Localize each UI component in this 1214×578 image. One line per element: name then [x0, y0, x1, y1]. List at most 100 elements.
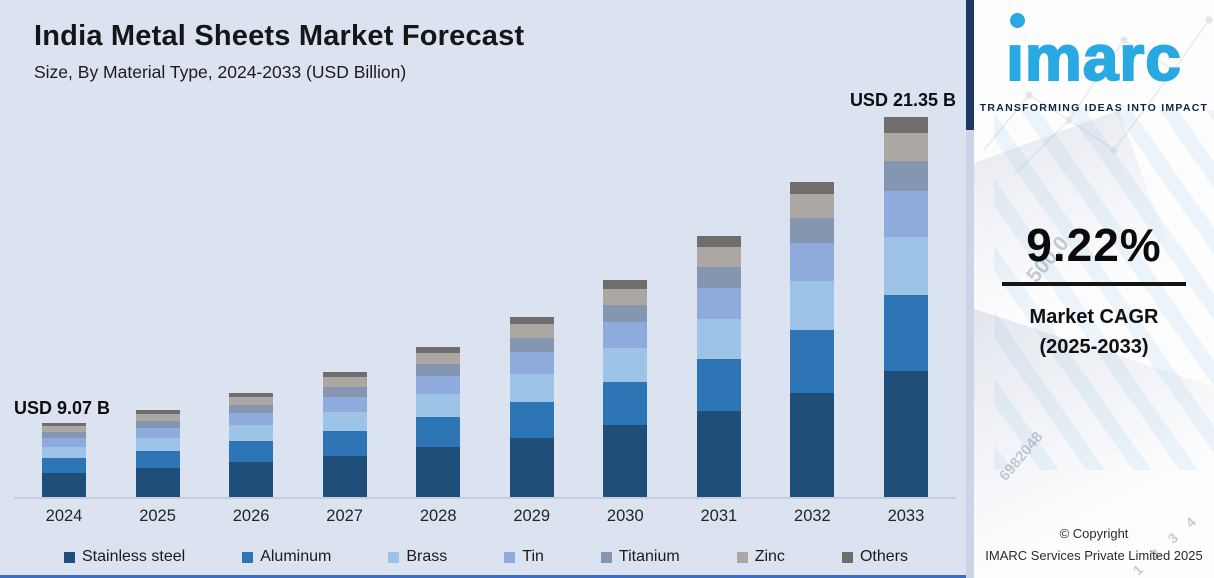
bar-segment-stainless-steel-2033	[883, 371, 928, 497]
bar-segment-aluminum-2028	[416, 417, 461, 447]
bar-segment-brass-2027	[322, 412, 367, 431]
bar-segment-titanium-2031	[696, 267, 741, 288]
x-axis-label-2030: 2030	[606, 507, 644, 525]
bar-segment-others-2032	[790, 182, 835, 194]
bar-segment-stainless-steel-2030	[603, 425, 648, 497]
legend-item-aluminum: Aluminum	[242, 548, 331, 566]
bar-segment-others-2025	[135, 410, 180, 414]
legend-swatch-icon	[600, 551, 612, 563]
bar-segment-aluminum-2029	[509, 402, 554, 438]
x-axis-label-2031: 2031	[700, 507, 738, 525]
bar-segment-aluminum-2031	[696, 359, 741, 411]
bar-segment-tin-2033	[883, 191, 928, 237]
bar-segment-stainless-steel-2025	[135, 468, 180, 497]
x-axis-label-2025: 2025	[139, 507, 176, 525]
bar-segment-others-2024	[42, 423, 86, 426]
bar-segment-brass-2032	[790, 281, 835, 330]
legend-item-titanium: Titanium	[600, 548, 680, 566]
bar-segment-others-2033	[883, 117, 928, 133]
legend-item-tin: Tin	[504, 548, 544, 566]
x-axis-label-2026: 2026	[232, 507, 270, 525]
bar-segment-stainless-steel-2026	[229, 462, 274, 497]
bar-group-2032: 2032	[768, 117, 856, 525]
x-axis-label-2027: 2027	[326, 507, 363, 525]
bar-segment-stainless-steel-2031	[696, 411, 741, 497]
bar-segment-zinc-2032	[790, 194, 835, 218]
bar-group-2028: 2028	[394, 117, 482, 525]
legend-label: Others	[859, 548, 908, 565]
bar-segment-stainless-steel-2027	[322, 456, 367, 497]
bar-segment-titanium-2027	[322, 387, 367, 397]
watermark-number: 6982048	[995, 428, 1047, 485]
cagr-block: 9.22% Market CAGR (2025-2033)	[1002, 218, 1186, 362]
chart-header: India Metal Sheets Market Forecast Size,…	[0, 0, 966, 83]
bar-segment-titanium-2029	[509, 338, 554, 352]
chart-title: India Metal Sheets Market Forecast	[34, 20, 525, 52]
imarc-logo-dot-icon	[1010, 13, 1026, 28]
x-axis-label-2024: 2024	[45, 507, 83, 525]
x-axis-label-2029: 2029	[513, 507, 551, 525]
cagr-label-line1: Market CAGR	[1029, 306, 1159, 328]
bar-segment-brass-2031	[696, 319, 741, 359]
copyright-line1: © Copyright	[1059, 526, 1129, 542]
bar-segment-others-2030	[603, 280, 648, 289]
copyright: © Copyright IMARC Services Private Limit…	[974, 523, 1214, 566]
bar-segment-stainless-steel-2032	[790, 393, 835, 497]
legend-swatch-icon	[242, 551, 254, 563]
cagr-underline	[1002, 282, 1186, 286]
bar-segment-zinc-2033	[883, 133, 928, 161]
panel-divider	[966, 0, 974, 578]
bar-segment-zinc-2028	[416, 353, 461, 364]
legend-label: Tin	[522, 548, 544, 565]
chart-subtitle: Size, By Material Type, 2024-2033 (USD B…	[34, 62, 407, 82]
bar-segment-aluminum-2030	[603, 382, 648, 425]
bar-segment-titanium-2024	[42, 432, 86, 438]
cagr-value: 9.22%	[1026, 219, 1162, 271]
bar-segment-titanium-2025	[135, 421, 180, 428]
annotation-2024-total: USD 9.07 B	[14, 398, 111, 418]
stacked-bar-2029	[509, 317, 554, 497]
bar-segment-brass-2024	[42, 447, 86, 458]
stacked-bar-2024	[42, 423, 86, 497]
bar-segment-others-2031	[696, 236, 741, 247]
plot-area: 2024 2025 2026 2027 2028 2029 2030 2031 2032 2033	[14, 117, 956, 525]
legend: Stainless steel Aluminum Brass Tin Titanium Z…	[0, 548, 966, 566]
bar-segment-stainless-steel-2029	[509, 438, 554, 497]
bar-segment-zinc-2031	[696, 247, 741, 267]
stacked-bar-2027	[322, 372, 367, 497]
legend-swatch-icon	[841, 551, 853, 563]
copyright-line2: IMARC Services Private Limited 2025	[985, 547, 1203, 563]
stacked-bar-2033	[883, 117, 928, 497]
bar-segment-aluminum-2025	[135, 451, 180, 468]
bar-segment-titanium-2032	[790, 218, 835, 243]
bar-group-2033: 2033	[862, 117, 950, 525]
cagr-label: Market CAGR (2025-2033)	[1002, 302, 1186, 362]
bar-segment-aluminum-2026	[229, 441, 274, 462]
legend-label: Aluminum	[260, 548, 332, 565]
x-axis-label-2033: 2033	[887, 507, 925, 525]
stacked-bar-2032	[790, 182, 835, 497]
bar-segment-aluminum-2032	[790, 330, 835, 393]
bar-segment-brass-2030	[603, 348, 648, 382]
bar-segment-titanium-2026	[229, 405, 274, 413]
cagr-label-line2: (2025-2033)	[1039, 336, 1149, 358]
bar-segment-tin-2025	[135, 428, 180, 438]
stacked-bar-2026	[229, 393, 274, 497]
legend-item-brass: Brass	[388, 548, 447, 566]
legend-label: Stainless steel	[82, 548, 186, 565]
legend-label: Zinc	[754, 548, 785, 565]
bar-group-2031: 2031	[675, 117, 763, 525]
legend-label: Titanium	[618, 548, 680, 565]
bar-segment-brass-2028	[416, 394, 461, 417]
stacked-bar-2031	[696, 236, 741, 497]
bar-segment-brass-2029	[509, 374, 554, 402]
bar-segment-brass-2033	[883, 237, 928, 295]
bar-segment-tin-2030	[603, 322, 648, 348]
bar-segment-others-2027	[322, 372, 367, 377]
legend-swatch-icon	[64, 551, 75, 563]
bar-segment-tin-2028	[416, 376, 461, 394]
bar-segment-zinc-2024	[42, 426, 86, 432]
bar-group-2029: 2029	[488, 117, 576, 525]
imarc-logo-tagline: TRANSFORMING IDEAS INTO IMPACT	[979, 102, 1209, 114]
bar-segment-aluminum-2027	[322, 431, 367, 456]
